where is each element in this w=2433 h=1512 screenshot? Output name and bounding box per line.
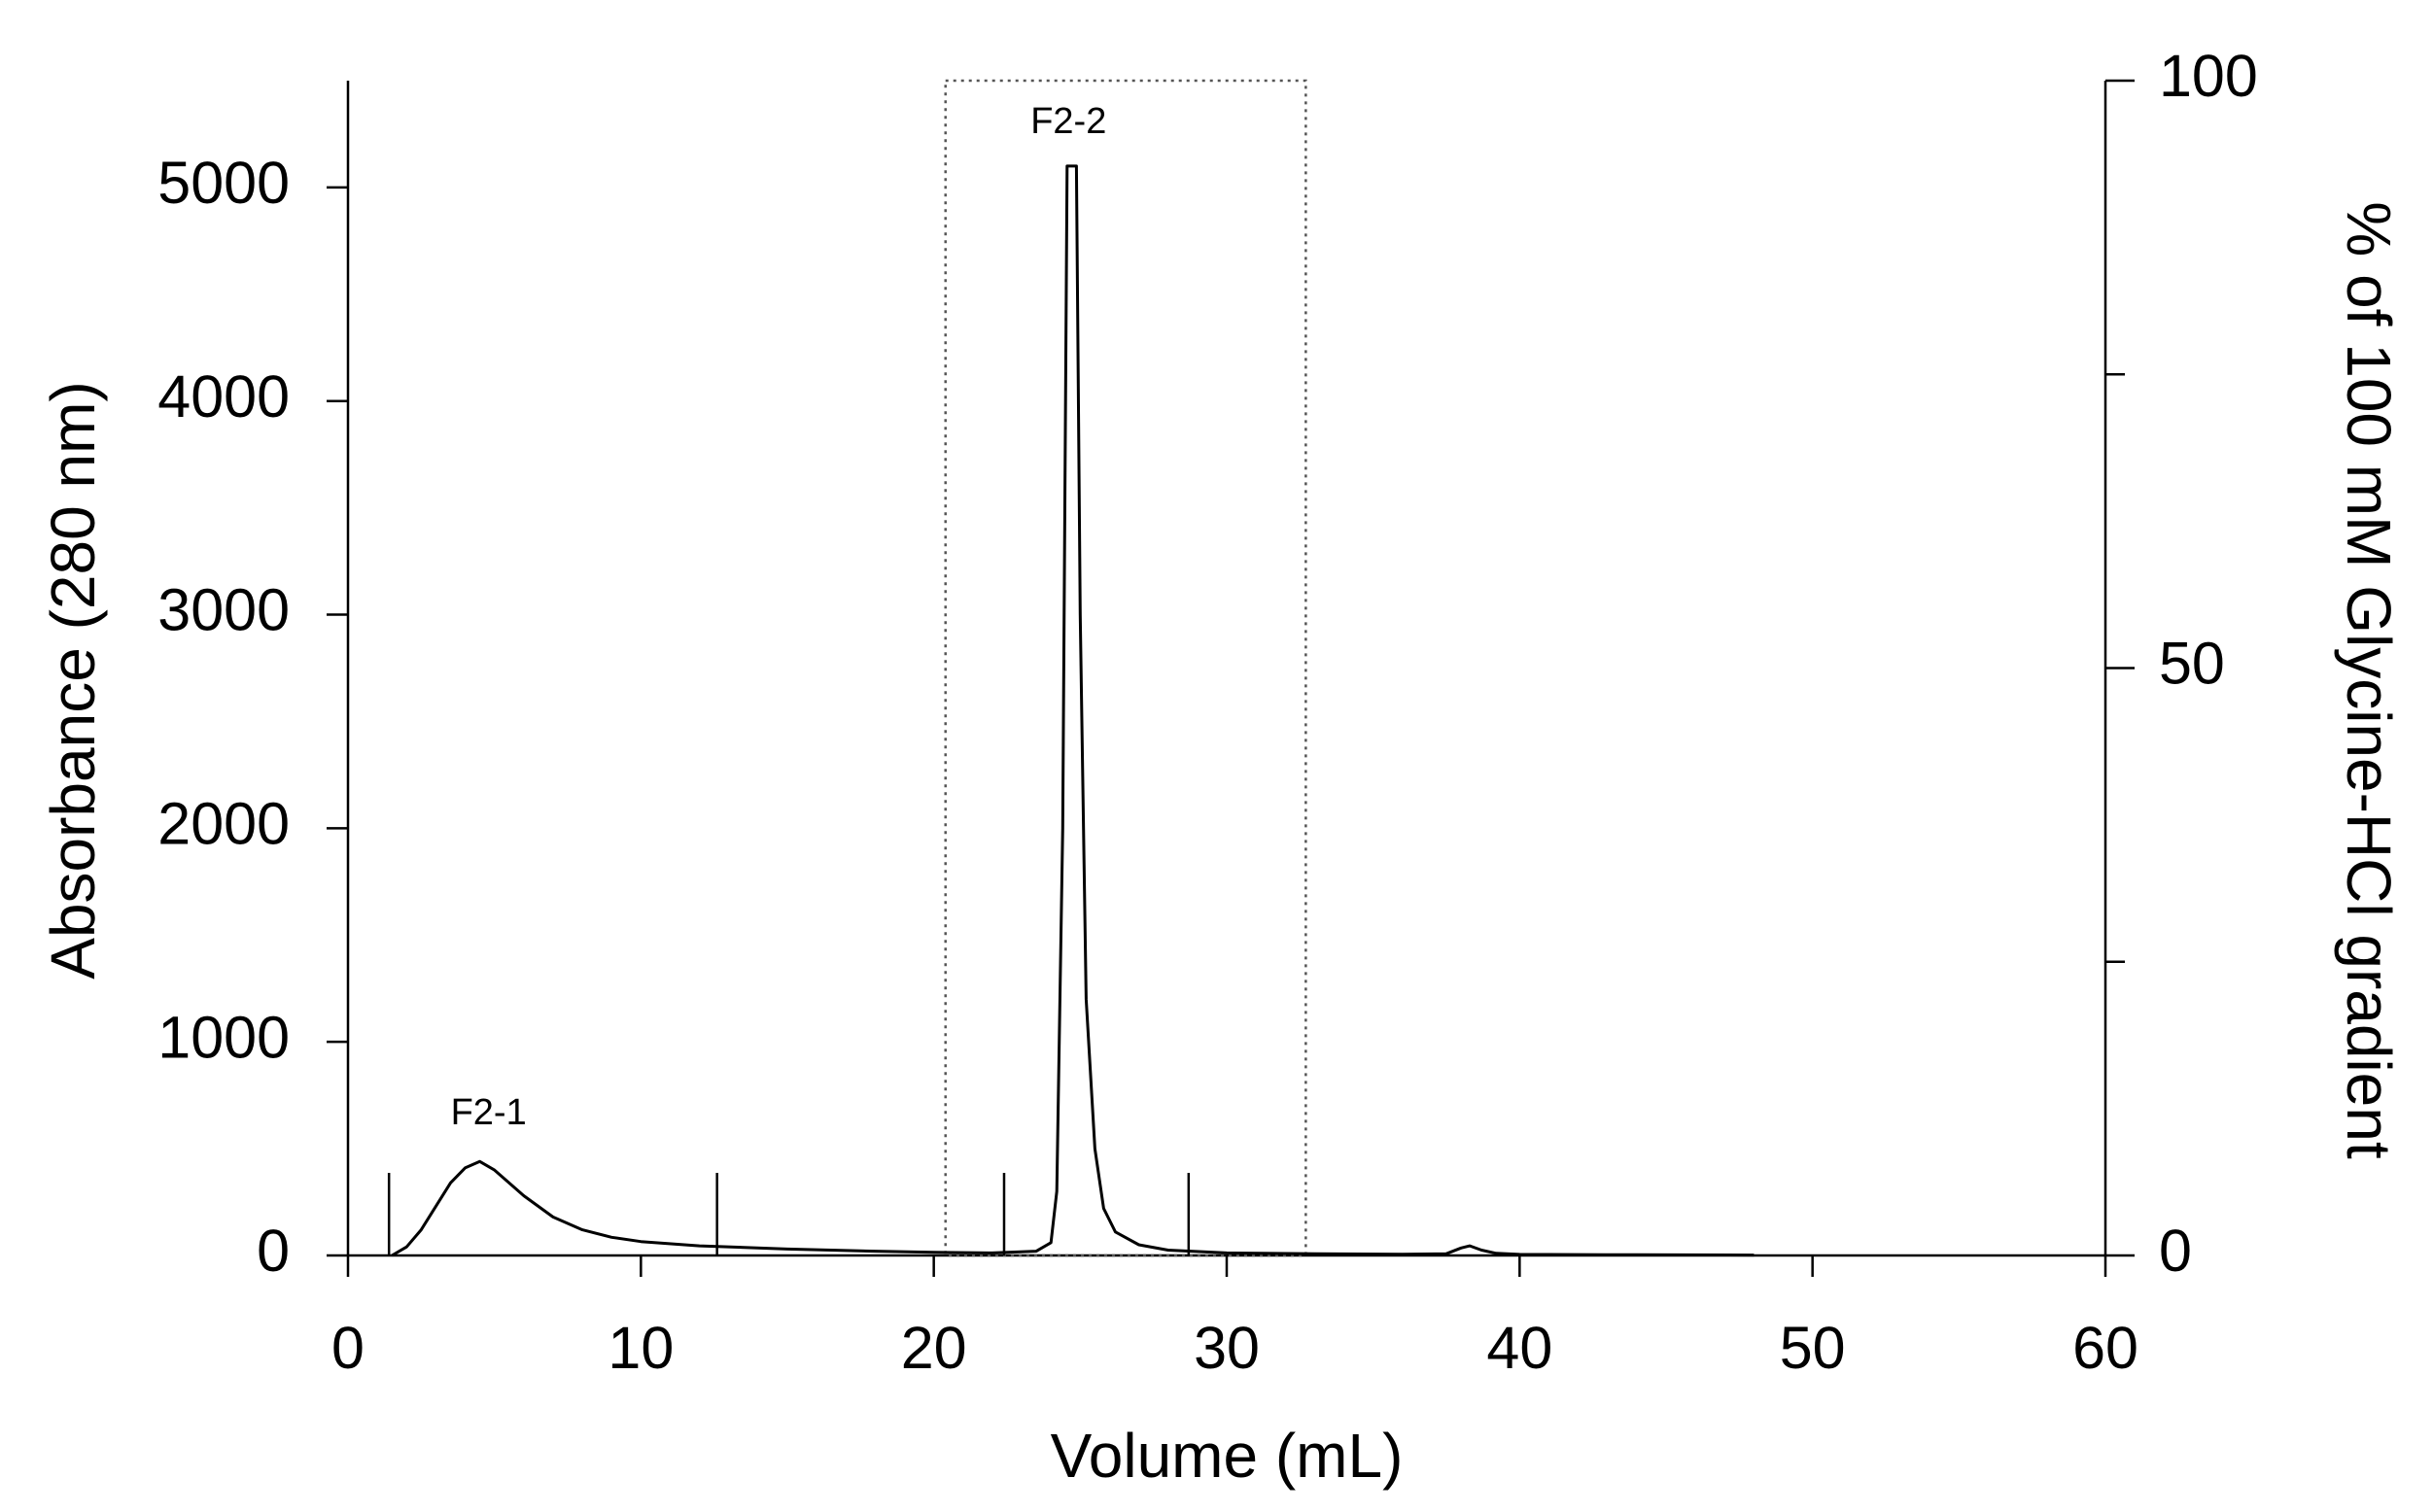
annotation: F2-2 [1030,101,1106,142]
x-tick-label: 10 [608,1315,674,1381]
x-tick-label: 30 [1194,1315,1260,1381]
y-tick-label: 0 [257,1218,290,1284]
y2-tick-label: 50 [2159,631,2225,697]
y-tick-label: 5000 [157,150,290,216]
x-tick-label: 60 [2072,1315,2138,1381]
x-tick-label: 40 [1486,1315,1552,1381]
y-axis-title: Absorbance (280 nm) [38,381,108,979]
data-line [391,164,1755,1257]
y-tick-label: 3000 [157,577,290,643]
x-tick-label: 0 [331,1315,365,1381]
y-tick-label: 2000 [157,790,290,856]
highlight-box [944,79,1307,1257]
x-axis-title: Volume (mL) [1051,1421,1404,1491]
y2-tick-label: 0 [2159,1218,2192,1284]
y2-tick-label: 100 [2159,43,2258,109]
x-tick-label: 50 [1780,1315,1846,1381]
x-tick-label: 20 [901,1315,967,1381]
annotation: F2-1 [451,1092,527,1133]
y2-axis-title: % of 100 mM Glycine-HCl gradient [2334,201,2404,1158]
y-tick-label: 4000 [157,363,290,430]
y-tick-label: 1000 [157,1004,290,1070]
